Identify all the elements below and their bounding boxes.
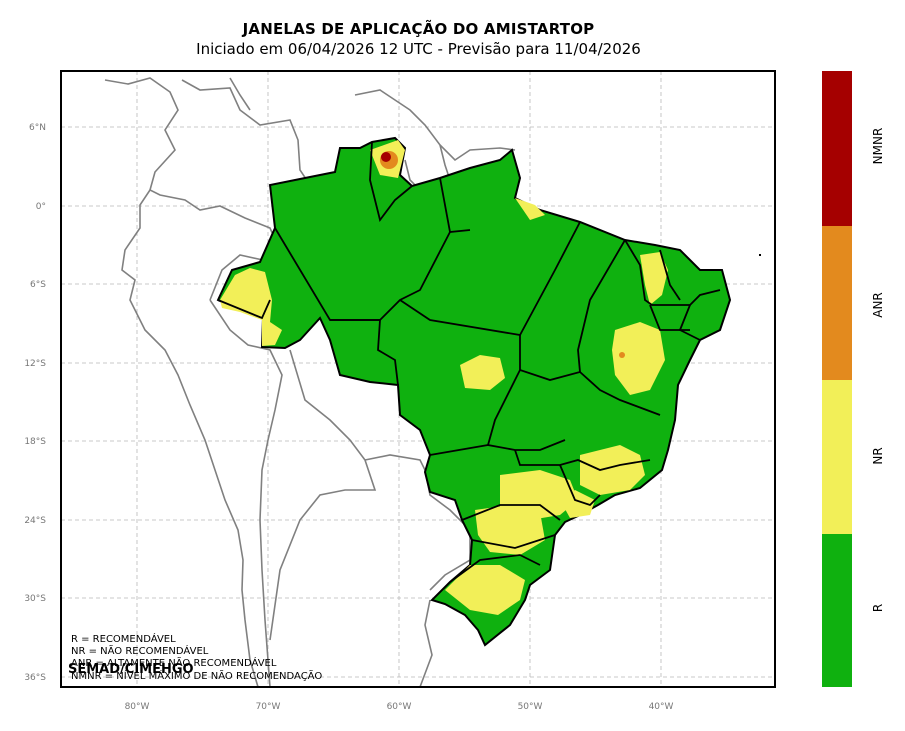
lat-tick: 6°S — [30, 280, 46, 290]
colorbar: NMNR ANR NR R — [822, 71, 885, 687]
lat-tick: 30°S — [24, 594, 46, 604]
lon-tick: 50°W — [518, 702, 543, 712]
map-frame — [60, 70, 776, 688]
lat-tick: 18°S — [24, 437, 46, 447]
map-title: JANELAS DE APLICAÇÃO DO AMISTARTOP — [242, 20, 595, 38]
brazil-forecast — [216, 136, 732, 647]
nr-patch-bahia — [612, 322, 665, 395]
colorbar-label-nr: NR — [871, 447, 885, 464]
nr-patch-pr — [475, 505, 545, 555]
legend-line-r: R = RECOMENDÁVEL — [71, 632, 176, 645]
lat-tick: 6°N — [29, 123, 46, 133]
colorbar-r — [822, 534, 852, 687]
island-marker — [759, 254, 761, 256]
colorbar-nr — [822, 380, 852, 534]
colorbar-label-anr: ANR — [871, 292, 885, 318]
colorbar-nmnr — [822, 71, 852, 226]
lon-tick: 60°W — [387, 702, 412, 712]
legend-line-nr: NR = NÃO RECOMENDÁVEL — [71, 644, 209, 657]
lon-tick: 40°W — [649, 702, 674, 712]
colorbar-anr — [822, 226, 852, 380]
nr-patch-northeast — [640, 252, 668, 305]
colorbar-label-nmnr: NMNR — [871, 128, 885, 165]
nr-patch-mg-south — [560, 490, 595, 518]
legend-line-anr: ANR = ALTAMENTE NÃO RECOMENDÁVEL — [71, 656, 277, 669]
nmnr-patch-roraima — [381, 152, 391, 162]
brazil-region-r — [216, 136, 732, 647]
lon-tick: 70°W — [256, 702, 281, 712]
lat-tick: 12°S — [24, 359, 46, 369]
nr-patch-southeast — [580, 445, 645, 495]
nr-patch-mt — [460, 355, 505, 390]
nr-patch-para-coast — [515, 198, 545, 220]
legend-block: R = RECOMENDÁVEL NR = NÃO RECOMENDÁVEL A… — [68, 632, 322, 682]
lat-tick: 36°S — [24, 673, 46, 683]
lon-tick: 80°W — [125, 702, 150, 712]
longitude-labels: 80°W 70°W 60°W 50°W 40°W — [125, 702, 674, 712]
map-subtitle: Iniciado em 06/04/2026 12 UTC - Previsão… — [196, 40, 641, 58]
lat-tick: 24°S — [24, 516, 46, 526]
credit-label: SEMAD/CIMEHGO — [68, 662, 194, 677]
lat-tick: 0° — [36, 202, 46, 212]
nr-patch-acre — [220, 268, 282, 346]
legend-line-nmnr: NMNR = NÍVEL MÁXIMO DE NÃO RECOMENDAÇÃO — [71, 669, 322, 682]
latitude-labels: 6°N 0° 6°S 12°S 18°S 24°S 30°S 36°S — [24, 123, 46, 683]
nr-patch-rs — [445, 565, 525, 615]
state-borders — [217, 141, 721, 583]
south-america-outline — [104, 77, 516, 687]
risk-patches — [220, 140, 668, 615]
anr-patch-bahia — [619, 352, 625, 358]
colorbar-label-r: R — [871, 604, 885, 612]
